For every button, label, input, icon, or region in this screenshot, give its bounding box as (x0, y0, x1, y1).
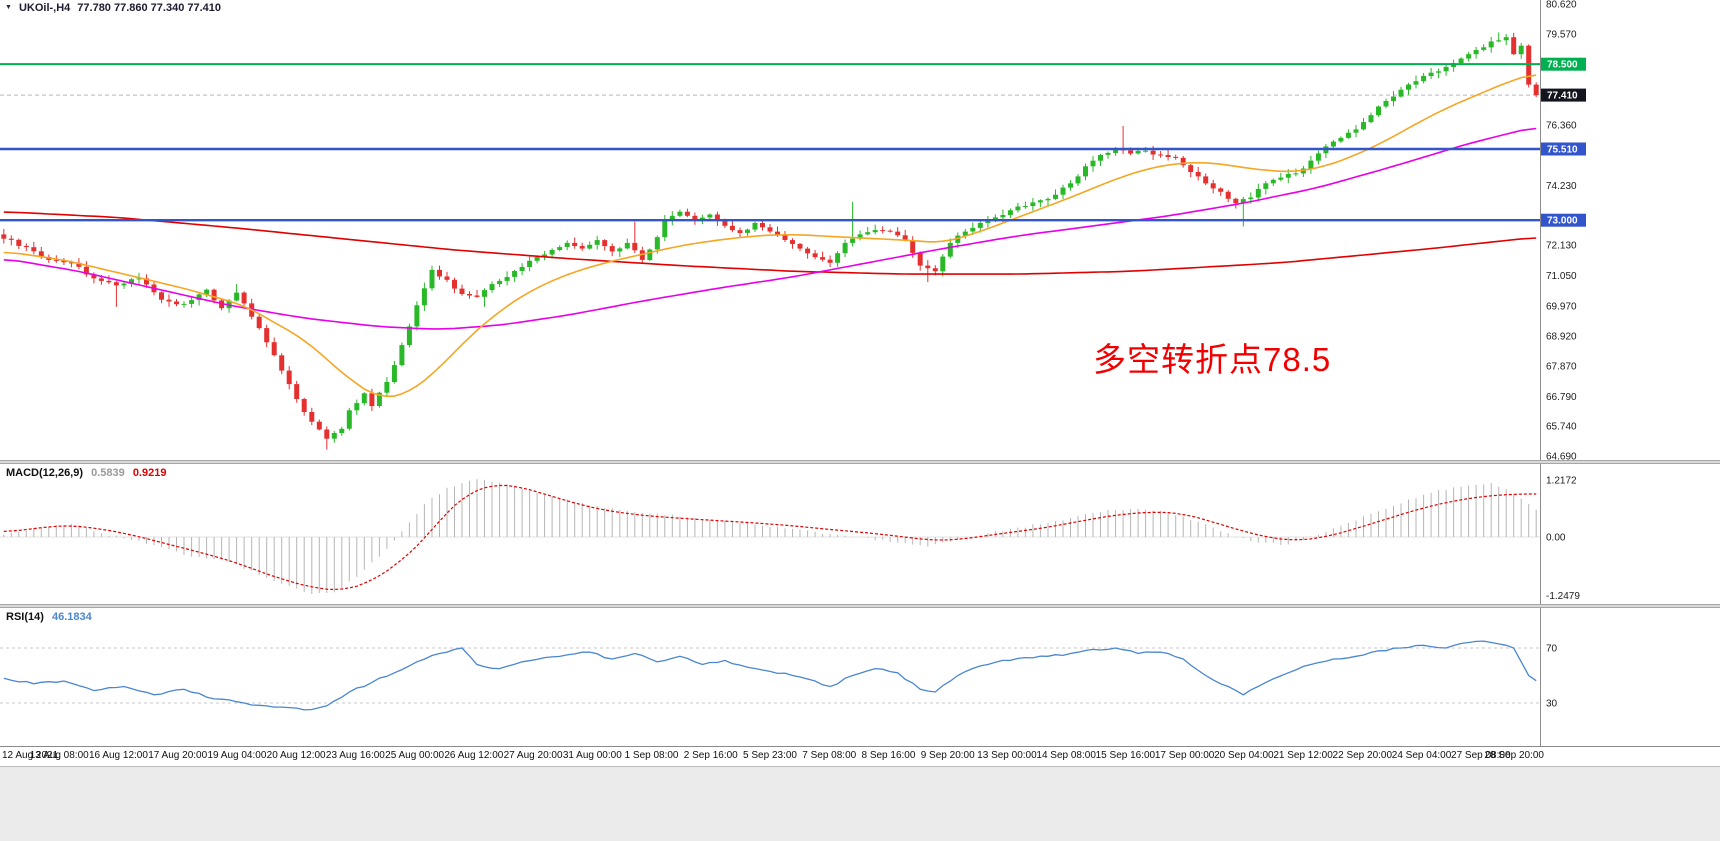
svg-text:74.230: 74.230 (1546, 181, 1577, 192)
blue-line-price-tag-lower (1541, 213, 1586, 227)
rsi-canvas[interactable]: 70 30 (0, 608, 1720, 746)
time-axis-label: 1 Sep 08:00 (624, 750, 679, 761)
time-axis-label: 26 Aug 12:00 (444, 750, 504, 761)
green-line-price-tag (1541, 57, 1586, 71)
panel-splitter-rsi[interactable] (0, 604, 1720, 608)
svg-text:64.690: 64.690 (1546, 452, 1577, 461)
macd-label: MACD(12,26,9) 0.5839 0.9219 (6, 467, 171, 479)
macd-signal-value: 0.9219 (132, 467, 167, 479)
macd-panel: 1.2172 0.00 -1.2479 MACD(12,26,9) 0.5839 0… (0, 464, 1720, 604)
macd-name: MACD(12,26,9) (6, 467, 84, 479)
time-axis-label: 7 Sep 08:00 (802, 750, 857, 761)
time-axis-label: 14 Sep 08:00 (1036, 750, 1096, 761)
rsi-axis-label: 30 (1546, 699, 1558, 710)
time-axis[interactable]: 12 Aug 2021 13 Aug 08:00 16 Aug 12:00 17 Au… (0, 746, 1720, 766)
time-axis-label: 15 Sep 16:00 (1095, 750, 1156, 761)
macd-axis-label: 1.2172 (1546, 476, 1577, 487)
rsi-axis-label: 70 (1546, 644, 1558, 655)
time-axis-label: 23 Aug 16:00 (325, 750, 385, 761)
time-axis-label: 24 Sep 04:00 (1391, 750, 1452, 761)
blue-line-price-tag-upper (1541, 142, 1586, 156)
time-axis-label: 19 Aug 04:00 (207, 750, 267, 761)
rsi-label: RSI(14) 46.1834 (6, 611, 97, 623)
time-axis-label: 27 Aug 20:00 (503, 750, 563, 761)
svg-text:73.000: 73.000 (1547, 216, 1578, 227)
time-axis-label: 9 Sep 20:00 (920, 750, 975, 761)
svg-text:79.570: 79.570 (1546, 29, 1577, 40)
time-axis-label: 8 Sep 16:00 (861, 750, 916, 761)
main-chart-panel: 80.620 79.570 76.360 74.230 72.130 71.050 69.9… (0, 0, 1720, 460)
ohlc-values: 77.780 77.860 77.340 77.410 (77, 2, 222, 14)
svg-text:77.410: 77.410 (1547, 91, 1578, 102)
ma-fast-orange (3, 74, 1537, 398)
symbol-title: ▼ UKOil-,H4 77.780 77.860 77.340 77.410 (5, 2, 221, 14)
rsi-name: RSI(14) (6, 611, 44, 623)
rsi-value: 46.1834 (51, 611, 92, 623)
ma-slow-red (3, 211, 1537, 275)
last-price-tag (1541, 88, 1586, 102)
panel-splitter-macd[interactable] (0, 460, 1720, 464)
chevron-down-icon[interactable]: ▼ (5, 3, 12, 11)
svg-text:80.620: 80.620 (1546, 0, 1577, 11)
macd-axis-label: -1.2479 (1546, 591, 1580, 602)
time-axis-label: 31 Aug 00:00 (562, 750, 622, 761)
time-axis-label: 13 Aug 08:00 (29, 750, 89, 761)
svg-text:69.970: 69.970 (1546, 302, 1577, 313)
price-axis[interactable]: 80.620 79.570 76.360 74.230 72.130 71.050 69.9… (1541, 0, 1586, 460)
svg-text:65.740: 65.740 (1546, 422, 1577, 433)
time-axis-label: 5 Sep 23:00 (743, 750, 797, 761)
time-axis-label: 12 Aug 2021 (2, 750, 59, 761)
svg-text:75.510: 75.510 (1547, 145, 1578, 156)
macd-canvas[interactable]: 1.2172 0.00 -1.2479 (0, 464, 1720, 604)
symbol-name: UKOil-,H4 (18, 2, 71, 14)
bottom-strip (0, 766, 1720, 841)
time-axis-label: 17 Aug 20:00 (148, 750, 208, 761)
time-axis-label: 27 Sep 08:00 (1451, 750, 1511, 761)
time-axis-label: 28 Sep 20:00 (1484, 750, 1545, 761)
svg-text:68.920: 68.920 (1546, 332, 1577, 343)
candles (1, 32, 1539, 450)
time-axis-label: 20 Aug 12:00 (266, 750, 326, 761)
svg-text:76.360: 76.360 (1546, 120, 1577, 131)
time-axis-label: 2 Sep 16:00 (683, 750, 738, 761)
macd-main-value: 0.5839 (91, 467, 125, 479)
svg-text:66.790: 66.790 (1546, 392, 1577, 403)
time-axis-label: 21 Sep 12:00 (1273, 750, 1333, 761)
rsi-panel: 70 30 RSI(14) 46.1834 (0, 608, 1720, 746)
time-axis-label: 17 Sep 00:00 (1154, 750, 1215, 761)
svg-text:72.130: 72.130 (1546, 240, 1577, 251)
time-axis-label: 22 Sep 20:00 (1332, 750, 1393, 761)
main-chart-canvas[interactable]: 80.620 79.570 76.360 74.230 72.130 71.050 69.9… (0, 0, 1720, 460)
svg-text:71.050: 71.050 (1546, 271, 1577, 282)
time-axis-label: 13 Sep 00:00 (977, 750, 1037, 761)
time-axis-label: 16 Aug 12:00 (88, 750, 148, 761)
chart-annotation-text[interactable]: 多空转折点78.5 (1093, 341, 1332, 378)
svg-text:78.500: 78.500 (1547, 60, 1578, 71)
svg-text:67.870: 67.870 (1546, 361, 1577, 372)
macd-histogram (3, 479, 1537, 595)
time-axis-label: 25 Aug 00:00 (385, 750, 445, 761)
time-axis-label: 20 Sep 04:00 (1214, 750, 1274, 761)
macd-axis-label: 0.00 (1546, 533, 1566, 544)
rsi-line (3, 640, 1537, 711)
ma-mid-magenta (3, 127, 1537, 330)
macd-signal-line (3, 484, 1537, 591)
